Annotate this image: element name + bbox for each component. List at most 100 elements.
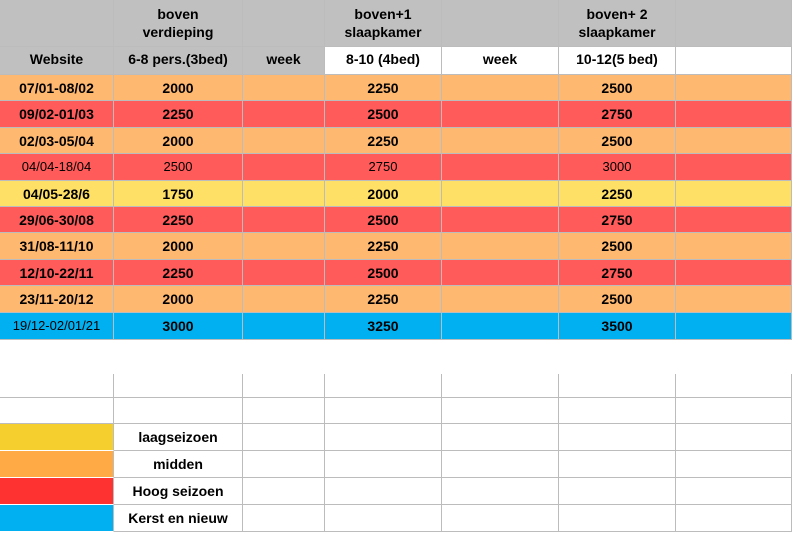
price-cell-a: 2250 (114, 260, 243, 286)
blank-cell (243, 505, 325, 532)
blank-cell (243, 451, 325, 478)
price-cell-c: 2500 (559, 128, 676, 154)
header-week-b: week (442, 47, 559, 75)
header-boven-verdieping: boven verdieping (114, 0, 243, 47)
week-cell-a (243, 154, 325, 181)
blank-cell (442, 345, 559, 374)
header-boven1-line2: slaapkamer (344, 24, 422, 40)
week-cell-a (243, 233, 325, 260)
blank-cell (559, 345, 676, 374)
legend-label-laag: laagseizoen (114, 424, 243, 451)
blank-cell (243, 478, 325, 505)
header-empty-2 (442, 0, 559, 47)
price-cell-b: 2750 (325, 154, 442, 181)
week-cell-a (243, 286, 325, 313)
price-cell-b: 2250 (325, 286, 442, 313)
blank-cell (442, 398, 559, 424)
header-col-c: 10-12(5 bed) (559, 47, 676, 75)
empty-cell (676, 260, 792, 286)
empty-cell (676, 101, 792, 128)
blank-cell (559, 374, 676, 398)
header-website: Website (0, 47, 114, 75)
header-col-a: 6-8 pers.(3bed) (114, 47, 243, 75)
price-cell-b: 2000 (325, 181, 442, 207)
period-cell: 31/08-11/10 (0, 233, 114, 260)
period-cell: 04/05-28/6 (0, 181, 114, 207)
blank-cell (559, 478, 676, 505)
blank-cell (243, 374, 325, 398)
blank-cell (325, 424, 442, 451)
header-boven-line1: boven (157, 6, 199, 22)
price-cell-b: 2250 (325, 75, 442, 101)
empty-cell (676, 233, 792, 260)
empty-cell (676, 128, 792, 154)
blank-cell (676, 374, 792, 398)
blank-cell (559, 505, 676, 532)
price-cell-a: 2000 (114, 75, 243, 101)
period-cell: 09/02-01/03 (0, 101, 114, 128)
blank-cell (0, 345, 114, 374)
blank-cell (243, 345, 325, 374)
blank-cell (559, 424, 676, 451)
legend-swatch-midden (0, 451, 114, 478)
price-cell-a: 2000 (114, 233, 243, 260)
price-cell-c: 2750 (559, 101, 676, 128)
period-cell: 29/06-30/08 (0, 207, 114, 233)
header-boven-line2: verdieping (142, 24, 214, 40)
blank-cell (114, 398, 243, 424)
price-cell-a: 2000 (114, 128, 243, 154)
blank-cell (442, 424, 559, 451)
header-boven2-line1: boven+ 2 (586, 6, 648, 22)
week-cell-b (442, 128, 559, 154)
blank-cell (325, 451, 442, 478)
blank-cell (325, 374, 442, 398)
blank-cell (325, 398, 442, 424)
price-cell-a: 3000 (114, 313, 243, 340)
period-cell: 04/04-18/04 (0, 154, 114, 181)
week-cell-a (243, 75, 325, 101)
legend-area: laagseizoen midden Hoog seizoen Kerst en… (0, 345, 792, 532)
week-cell-b (442, 75, 559, 101)
header-corner (0, 0, 114, 47)
legend-label-hoog: Hoog seizoen (114, 478, 243, 505)
empty-cell (676, 75, 792, 101)
legend-label-midden: midden (114, 451, 243, 478)
header-empty-3 (676, 0, 792, 47)
period-cell: 19/12-02/01/21 (0, 313, 114, 340)
price-cell-a: 2000 (114, 286, 243, 313)
price-cell-b: 2500 (325, 101, 442, 128)
header-boven1-slaapkamer: boven+1 slaapkamer (325, 0, 442, 47)
legend-label-kerst: Kerst en nieuw (114, 505, 243, 532)
period-cell: 02/03-05/04 (0, 128, 114, 154)
week-cell-b (442, 260, 559, 286)
price-cell-c: 2750 (559, 260, 676, 286)
price-cell-a: 2250 (114, 101, 243, 128)
blank-cell (243, 398, 325, 424)
blank-cell (676, 451, 792, 478)
header-boven1-line1: boven+1 (354, 6, 412, 22)
week-cell-b (442, 313, 559, 340)
blank-cell (442, 478, 559, 505)
blank-cell (442, 374, 559, 398)
period-cell: 23/11-20/12 (0, 286, 114, 313)
price-table: boven verdieping boven+1 slaapkamer bove… (0, 0, 792, 340)
price-cell-a: 1750 (114, 181, 243, 207)
blank-cell (676, 478, 792, 505)
price-cell-a: 2250 (114, 207, 243, 233)
blank-cell (325, 478, 442, 505)
price-cell-c: 3000 (559, 154, 676, 181)
empty-cell (676, 181, 792, 207)
week-cell-a (243, 260, 325, 286)
week-cell-b (442, 233, 559, 260)
week-cell-b (442, 154, 559, 181)
week-cell-b (442, 207, 559, 233)
header-col-b: 8-10 (4bed) (325, 47, 442, 75)
week-cell-a (243, 101, 325, 128)
week-cell-b (442, 181, 559, 207)
week-cell-a (243, 181, 325, 207)
price-cell-b: 2250 (325, 128, 442, 154)
empty-cell (676, 286, 792, 313)
period-cell: 12/10-22/11 (0, 260, 114, 286)
blank-cell (325, 345, 442, 374)
blank-cell (676, 424, 792, 451)
